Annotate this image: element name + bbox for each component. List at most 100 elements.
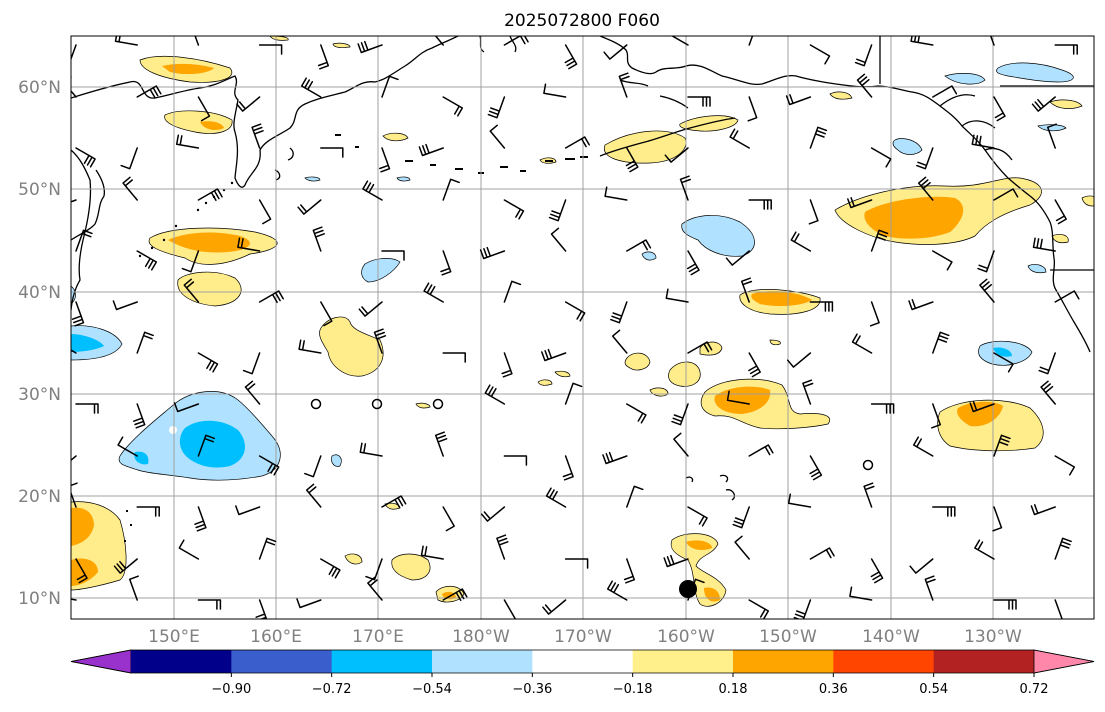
colorbar: −0.90 −0.72 −0.54 −0.36 −0.18 0.18 0.36 0.54 0.7…: [70, 649, 1095, 697]
wind-barb: [809, 44, 831, 65]
wind-barb: [133, 403, 146, 429]
wind-barb: [1054, 599, 1063, 619]
wind-barb: [373, 328, 387, 354]
lon-label: 180°W: [452, 627, 510, 647]
wind-barb: [75, 558, 88, 584]
wind-barb: [564, 136, 590, 149]
wind-barb: [725, 250, 750, 266]
lat-label: 20°N: [18, 487, 61, 507]
wind-barb: [197, 188, 223, 202]
colorbar-tick-label: −0.90: [211, 682, 251, 697]
wind-barb: [671, 403, 689, 426]
wind-barb: [113, 558, 138, 574]
wind-barb: [197, 352, 219, 373]
wind-barb: [610, 301, 628, 324]
colorbar-tick-label: 0.18: [719, 682, 748, 697]
wind-barb: [418, 143, 444, 157]
wind-barb: [442, 588, 468, 602]
wind-barb: [993, 96, 1006, 122]
lat-label: 30°N: [18, 385, 61, 405]
colorbar-max-extend: [1033, 649, 1095, 674]
wind-barb: [381, 75, 399, 98]
wind-barb: [924, 575, 936, 601]
wind-barb: [562, 455, 574, 481]
negative-anomaly-cores: [71, 334, 1012, 468]
wind-barb: [320, 147, 344, 158]
wind-barb: [442, 352, 466, 363]
wind-barb: [255, 599, 268, 619]
wind-barb: [197, 599, 222, 610]
wind-barb: [71, 44, 77, 62]
wind-barb: [358, 301, 383, 317]
lon-label: 130°W: [964, 627, 1022, 647]
wind-barb: [564, 44, 578, 70]
wind-barb: [235, 505, 261, 516]
wind-barb: [298, 339, 322, 354]
wind-barb: [809, 455, 823, 481]
wind-barb: [136, 506, 160, 517]
wind-barb: [847, 197, 873, 209]
wind-barb: [977, 250, 995, 273]
wind-barb: [932, 331, 950, 354]
wind-barb: [802, 379, 814, 405]
wind-barb: [734, 535, 750, 560]
colorbar-tick-label: 0.36: [819, 682, 848, 697]
wind-barb: [503, 36, 529, 46]
wind-barb: [748, 199, 772, 210]
wind-barb: [1046, 123, 1057, 149]
wind-barb: [258, 537, 277, 560]
wind-barb: [423, 282, 444, 303]
wind-barb: [686, 250, 700, 276]
wind-barb: [747, 96, 758, 122]
wind-barb: [809, 126, 828, 149]
lat-label: 60°N: [18, 78, 61, 98]
positive-anomaly-cores: [71, 63, 1003, 602]
wind-barb: [748, 352, 761, 378]
lat-label: 50°N: [18, 180, 61, 200]
wind-barb: [503, 599, 517, 619]
wind-barb: [916, 147, 934, 170]
wind-barb: [175, 134, 200, 149]
wind-barb: [870, 403, 895, 414]
colorbar-segment: [532, 650, 634, 673]
colorbar-segment: [331, 650, 433, 673]
wind-barb: [917, 176, 934, 201]
wind-barb: [550, 227, 567, 252]
latitude-labels: 60°N 50°N 40°N 30°N 20°N 10°N: [18, 78, 61, 609]
wind-barb: [564, 558, 589, 569]
wind-barb: [748, 444, 774, 457]
wind-barb: [870, 229, 889, 252]
wind-barb: [75, 147, 96, 168]
wind-barb: [297, 199, 322, 215]
calm-wind-markers: [310, 398, 874, 471]
wind-barb: [732, 506, 750, 529]
wind-barb: [1032, 237, 1056, 252]
wind-barb: [908, 299, 934, 311]
lon-label: 150°E: [148, 627, 200, 647]
wind-barb: [869, 301, 880, 327]
wind-barb: [251, 123, 264, 149]
wind-barb: [1054, 44, 1078, 55]
map-frame: [70, 35, 1095, 620]
wind-barb: [136, 85, 162, 99]
wind-barb: [740, 277, 753, 303]
wind-barb: [434, 36, 444, 46]
wind-barb: [503, 455, 528, 466]
wind-barb: [993, 434, 1011, 457]
wind-barb: [541, 348, 567, 362]
colorbar-segment: [933, 650, 1035, 673]
colorbar-segment: [733, 650, 834, 673]
wind-barb: [809, 547, 835, 560]
lon-label: 140°W: [862, 627, 920, 647]
wind-barb: [611, 329, 628, 354]
wind-barb: [969, 401, 995, 413]
wind-barb: [786, 352, 812, 368]
wind-barb: [687, 341, 713, 354]
wind-barb: [1054, 455, 1076, 476]
wind-barb: [670, 36, 689, 46]
colorbar-tick-label: −0.36: [512, 682, 552, 697]
wind-barb: [623, 558, 636, 584]
wind-barb: [258, 455, 280, 476]
wind-barb: [194, 506, 207, 532]
wind-barb: [849, 586, 873, 601]
